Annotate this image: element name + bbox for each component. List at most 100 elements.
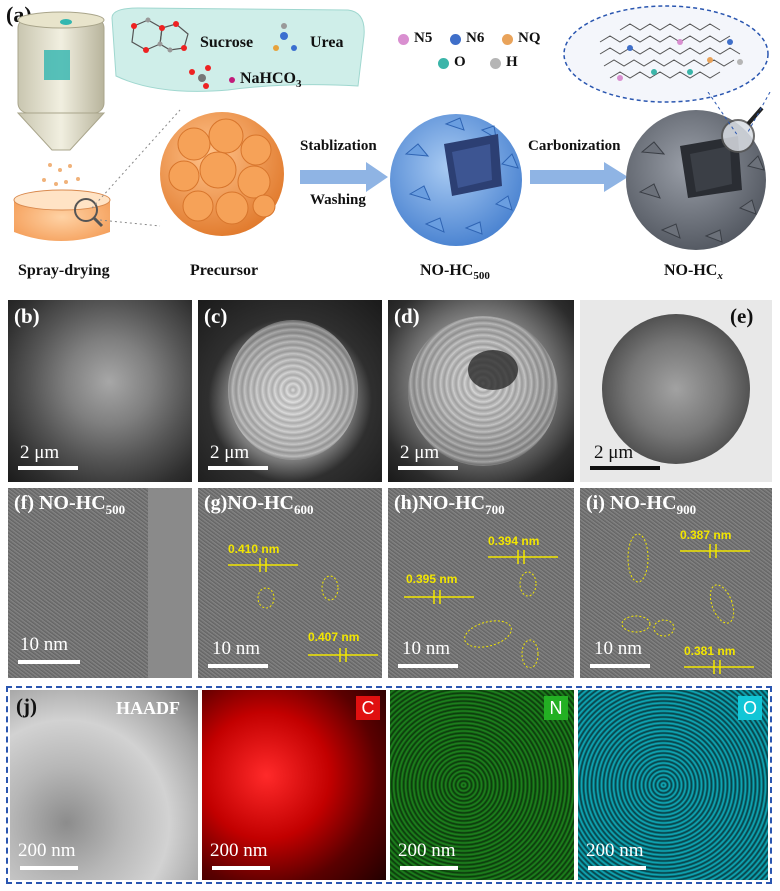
legend-dot-nq xyxy=(502,34,513,45)
panel-h-domains xyxy=(464,571,539,668)
spray-drying-apparatus xyxy=(13,11,111,241)
panel-i-title-sub: 900 xyxy=(676,502,697,517)
panel-h-hrtem: (h)NO-HC700 0.394 nm 0.395 nm 10 nm xyxy=(388,488,574,678)
panel-c-sem: (c) 2 μm xyxy=(198,300,382,482)
legend-dot-o xyxy=(438,58,449,69)
panel-h-title: (h)NO-HC700 xyxy=(394,492,505,518)
panel-j-frame xyxy=(6,686,772,884)
panel-b-scale-text: 2 μm xyxy=(20,442,60,463)
panel-f-title: (f) NO-HC500 xyxy=(14,492,125,518)
panel-j-haadf-title: HAADF xyxy=(116,698,180,718)
panel-g-scalebar xyxy=(208,664,268,668)
panel-j-c-map: C 200 nm xyxy=(202,690,386,880)
panel-j-label: (j) xyxy=(16,694,37,718)
panel-f-scale-text: 10 nm xyxy=(20,634,69,655)
panel-i-spacing-1-marker xyxy=(680,544,750,558)
panel-g-title-base: NO-HC xyxy=(227,492,294,514)
n-map-badge: N xyxy=(544,696,568,720)
panel-g-domains xyxy=(257,575,339,609)
graphene-sheet-inset xyxy=(563,5,769,103)
panel-i-label: (i) xyxy=(586,492,605,514)
zoom-lines xyxy=(91,109,181,227)
n-map-scalebar xyxy=(400,866,458,870)
panel-d-label: (d) xyxy=(394,304,420,328)
panel-g-scale-text: 10 nm xyxy=(212,638,261,659)
panel-b-label: (b) xyxy=(14,304,40,328)
panel-i-title: (i) NO-HC900 xyxy=(586,492,696,518)
caption-precursor: Precursor xyxy=(190,262,259,279)
panel-h-spacing-1: 0.394 nm xyxy=(488,534,540,548)
atom-legend: N5 N6 NQ O H xyxy=(398,30,548,80)
panel-h-scalebar xyxy=(398,664,458,668)
panel-i-title-base: NO-HC xyxy=(609,492,677,514)
sucrose-label: Sucrose xyxy=(200,34,254,51)
legend-dot-n5 xyxy=(398,34,409,45)
caption-nohc500: NO-HC500 xyxy=(420,262,490,282)
panel-e-scale-text: 2 μm xyxy=(594,442,634,463)
legend-dot-n6 xyxy=(450,34,461,45)
legend-label-nq: NQ xyxy=(518,30,541,46)
legend-label-n5: N5 xyxy=(414,30,433,46)
panel-i-scalebar xyxy=(590,664,650,668)
arrow-step-1 xyxy=(300,162,388,192)
panel-g-spacing-1: 0.410 nm xyxy=(228,542,280,556)
nohcx-particle xyxy=(626,106,766,250)
panel-g-spacing-2: 0.407 nm xyxy=(308,630,360,644)
panel-c-label: (c) xyxy=(204,304,228,328)
panel-h-spacing-1-marker xyxy=(488,550,558,564)
stabilization-label: Stablization xyxy=(300,138,377,154)
arrow-step-2 xyxy=(530,162,628,192)
panel-j-haadf-scalebar xyxy=(20,866,78,870)
panel-j-haadf-scale-text: 200 nm xyxy=(18,840,76,861)
panel-d-sem: (d) 2 μm xyxy=(388,300,574,482)
panel-f-label: (f) xyxy=(14,492,34,514)
legend-label-h: H xyxy=(506,54,518,70)
panel-i-spacing-2: 0.381 nm xyxy=(684,644,736,658)
panel-f-hrtem: (f) NO-HC500 10 nm xyxy=(8,488,192,678)
legend-dot-h xyxy=(490,58,501,69)
o-map-scale-text: 200 nm xyxy=(586,840,644,861)
caption-nohc500-base: NO-HC xyxy=(420,262,474,279)
panel-j-o-map: O 200 nm xyxy=(578,690,768,880)
panel-i-spacing-1: 0.387 nm xyxy=(680,528,732,542)
panel-b-sem: (b) 2 μm xyxy=(8,300,192,482)
c-map-scalebar xyxy=(212,866,270,870)
c-map-scale-text: 200 nm xyxy=(210,840,268,861)
caption-nohcx: NO-HCx xyxy=(664,262,723,282)
legend-label-o: O xyxy=(454,54,466,70)
panel-i-spacing-2-marker xyxy=(684,660,754,674)
caption-nohcx-base: NO-HC xyxy=(664,262,718,279)
inset-zoom-lines xyxy=(707,92,771,137)
panel-e-scalebar xyxy=(590,466,660,470)
washing-label: Washing xyxy=(310,192,366,208)
panel-h-spacing-2-marker xyxy=(404,590,474,604)
panel-h-label: (h) xyxy=(394,492,419,514)
panel-b-scalebar xyxy=(18,466,78,470)
panel-j-haadf: (j) HAADF 200 nm xyxy=(10,690,198,880)
urea-label: Urea xyxy=(310,34,344,51)
panel-f-vacuum xyxy=(148,488,192,678)
panel-h-title-sub: 700 xyxy=(485,502,505,517)
panel-j-n-map: N 200 nm xyxy=(390,690,574,880)
panel-h-scale-text: 10 nm xyxy=(402,638,451,659)
reagent-banner xyxy=(111,7,365,92)
caption-nohc500-sub: 500 xyxy=(473,270,490,283)
panel-c-scalebar xyxy=(208,466,268,470)
carbonization-label: Carbonization xyxy=(528,138,621,154)
panel-g-spacing-1-marker xyxy=(228,558,298,572)
caption-spray-drying: Spray-drying xyxy=(18,262,110,279)
panel-c-scale-text: 2 μm xyxy=(210,442,250,463)
o-map-badge: O xyxy=(738,696,762,720)
panel-g-spacing-2-marker xyxy=(308,648,378,662)
panel-i-scale-text: 10 nm xyxy=(594,638,643,659)
n-map-scale-text: 200 nm xyxy=(398,840,456,861)
panel-g-title-sub: 600 xyxy=(294,502,314,517)
panel-d-scale-text: 2 μm xyxy=(400,442,440,463)
nohc500-particle xyxy=(390,114,522,246)
caption-nohcx-sub: x xyxy=(717,270,723,283)
panel-i-domains xyxy=(621,533,735,637)
panel-g-hrtem: (g)NO-HC600 0.410 nm 0.407 nm 10 nm xyxy=(198,488,382,678)
panel-e-particle xyxy=(602,314,750,464)
panel-i-hrtem: (i) NO-HC900 0.387 nm 0.381 nm 10 nm xyxy=(580,488,772,678)
panel-f-title-base: NO-HC xyxy=(38,492,106,514)
